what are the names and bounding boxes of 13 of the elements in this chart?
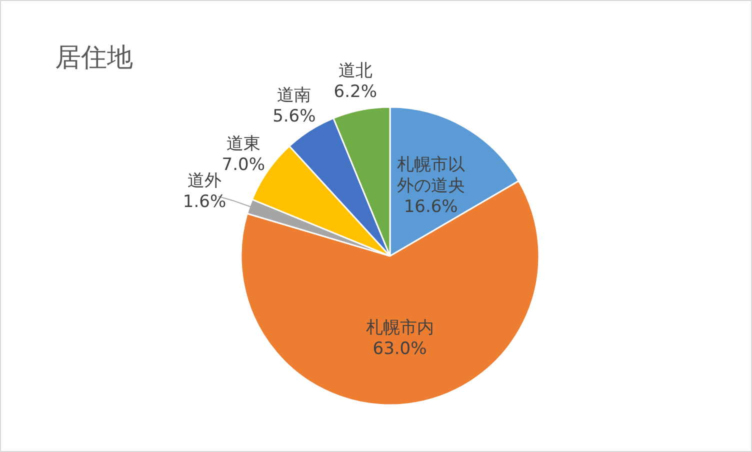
data-label: 16.6% <box>404 196 458 217</box>
data-label: 7.0% <box>222 155 265 176</box>
chart-title: 居住地 <box>55 43 133 73</box>
slice-label: 道外 <box>188 171 222 192</box>
data-label: 5.6% <box>272 106 316 127</box>
slice-label: 札幌市以外の道央 <box>396 154 465 196</box>
data-label: 63.0% <box>372 338 427 359</box>
data-label: 1.6% <box>182 192 226 212</box>
slice-label: 道南 <box>277 86 312 106</box>
data-label: 6.2% <box>334 82 377 102</box>
slice-label: 道北 <box>338 61 372 82</box>
slice-label: 札幌市内 <box>366 318 434 338</box>
slice-label: 道東 <box>226 134 260 154</box>
